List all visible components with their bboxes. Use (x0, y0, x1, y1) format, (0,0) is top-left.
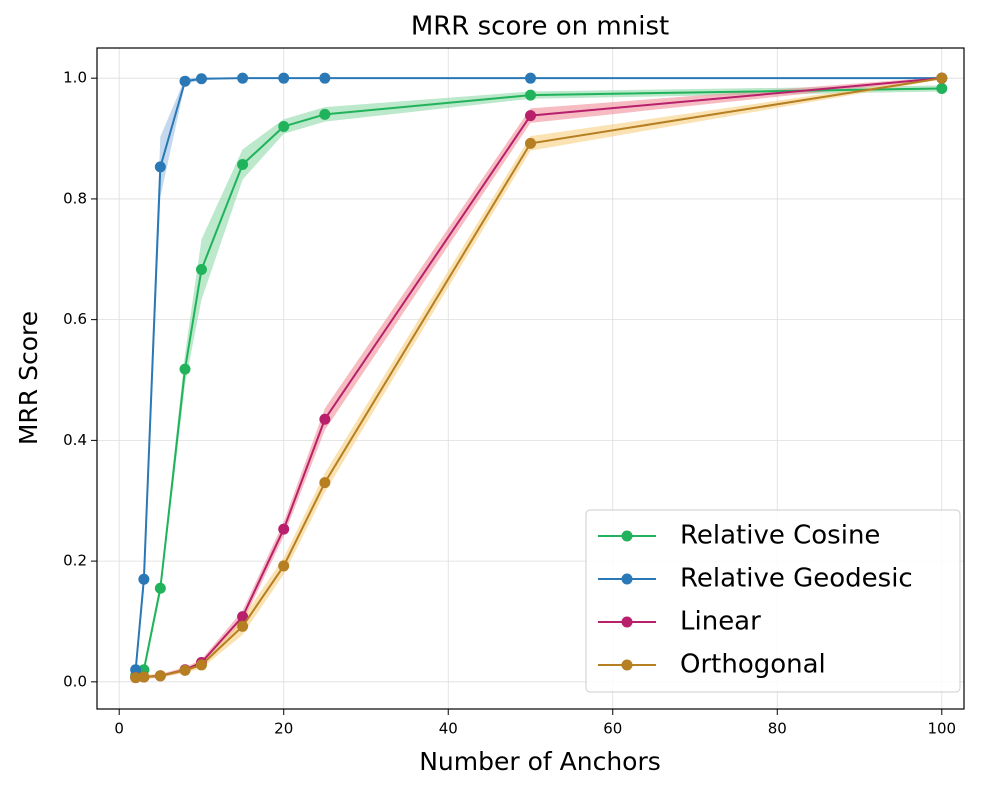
point (237, 72, 249, 84)
chart-title: MRR score on mnist (411, 12, 669, 42)
point (195, 73, 207, 85)
point (278, 120, 290, 132)
point (278, 560, 290, 572)
point (319, 477, 331, 489)
point (154, 582, 166, 594)
point (179, 75, 191, 87)
point (237, 620, 249, 632)
point (237, 159, 249, 171)
legend-label: Relative Geodesic (680, 564, 913, 594)
y-tick-label: 1.0 (63, 69, 87, 87)
y-tick-label: 0.4 (63, 431, 87, 449)
point (154, 670, 166, 682)
legend-marker (621, 659, 633, 671)
point (237, 611, 249, 623)
line (134, 77, 942, 670)
point (154, 161, 166, 173)
plot-frame (96, 47, 965, 710)
legend-box (585, 509, 961, 693)
x-tick-label: 100 (927, 720, 956, 738)
legend-marker (621, 530, 633, 542)
point (138, 573, 150, 585)
x-tick-label: 60 (603, 720, 622, 738)
y-tick-label: 0.0 (63, 672, 87, 690)
point (179, 363, 191, 375)
point (936, 72, 948, 84)
point (195, 264, 207, 276)
line (135, 87, 942, 677)
point (936, 82, 948, 94)
point (130, 664, 142, 676)
point (319, 108, 331, 120)
point (319, 413, 331, 425)
legend-marker (621, 573, 633, 585)
y-tick-label: 0.6 (63, 310, 87, 328)
line (135, 77, 942, 679)
y-axis-label: MRR Score (14, 311, 43, 445)
x-tick-label: 0 (114, 720, 124, 738)
legend-marker (621, 616, 633, 628)
x-axis-label: Number of Anchors (419, 747, 661, 776)
point (525, 89, 536, 101)
point (195, 659, 207, 671)
point (278, 523, 290, 535)
y-tick-label: 0.8 (63, 189, 87, 207)
y-tick-label: 0.2 (63, 552, 87, 570)
point (525, 72, 536, 84)
point (130, 672, 142, 684)
point (138, 671, 150, 683)
x-tick-label: 40 (439, 720, 458, 738)
point (525, 137, 536, 149)
x-tick-label: 80 (768, 720, 787, 738)
legend: Relative Cosine Relative Geodesic Linear Or… (585, 509, 961, 693)
legend-label: Orthogonal (680, 650, 826, 680)
legend-label: Relative Cosine (680, 521, 880, 551)
point (278, 72, 290, 84)
point (525, 110, 536, 122)
point (319, 72, 331, 84)
point (179, 664, 191, 676)
legend-label: Linear (680, 607, 761, 637)
x-tick-label: 20 (274, 720, 293, 738)
